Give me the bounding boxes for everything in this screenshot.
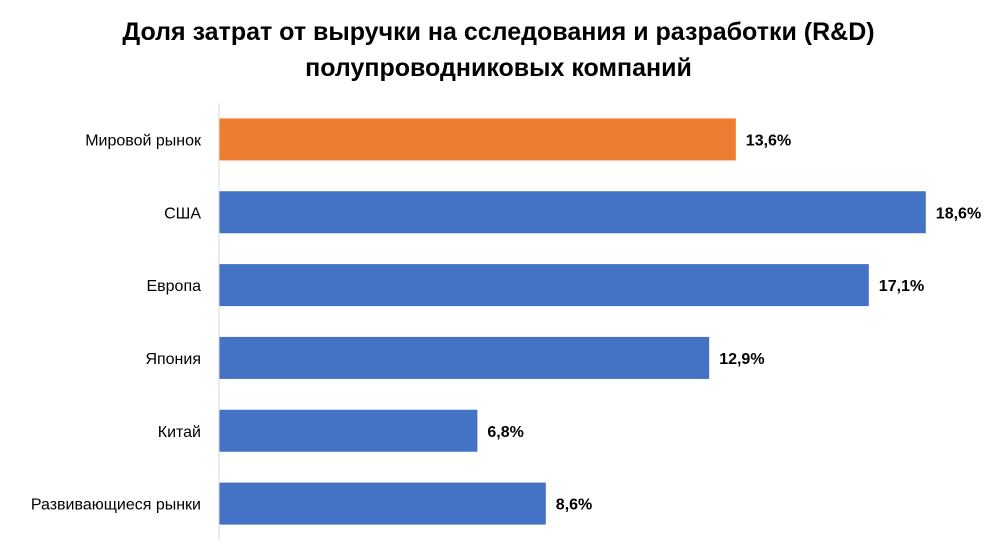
chart-title-line-2: полупроводниковых компаний [305, 54, 692, 82]
data-label: 12,9% [719, 351, 764, 368]
chart-title: Доля затрат от выручки на сследования и … [0, 14, 997, 86]
data-label: 6,8% [487, 424, 523, 441]
data-label: 8,6% [556, 497, 592, 514]
category-label: Развивающиеся рынки [31, 497, 201, 514]
bar [219, 118, 736, 161]
data-label: 13,6% [746, 132, 791, 149]
category-label: Китай [158, 424, 201, 441]
category-label: Мировой рынок [85, 132, 202, 149]
category-label: США [164, 205, 201, 222]
category-label: Европа [146, 278, 201, 295]
bar [219, 264, 869, 307]
bar [219, 482, 546, 525]
bar [219, 191, 926, 234]
category-label: Япония [145, 351, 201, 368]
chart-title-line-1: Доля затрат от выручки на сследования и … [122, 18, 875, 46]
data-label: 17,1% [879, 278, 924, 295]
bar [219, 336, 710, 379]
data-label: 18,6% [936, 205, 981, 222]
bar [219, 409, 478, 452]
